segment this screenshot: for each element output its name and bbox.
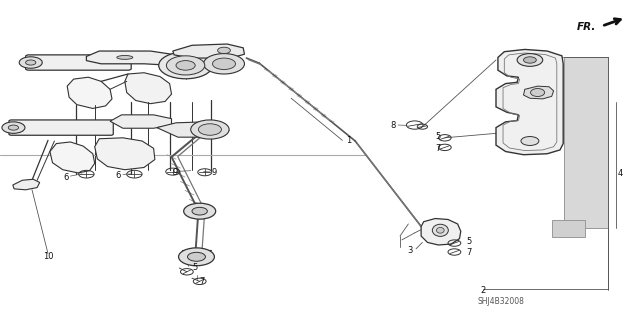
Circle shape [26,60,36,65]
Text: 5: 5 [192,263,197,272]
Circle shape [198,124,221,135]
Circle shape [524,57,536,63]
Circle shape [218,47,230,54]
Ellipse shape [531,89,545,97]
Circle shape [212,58,236,70]
Ellipse shape [436,227,444,233]
Circle shape [166,56,205,75]
Text: 5: 5 [435,132,440,141]
FancyBboxPatch shape [9,120,113,135]
Text: 6: 6 [115,171,120,180]
Text: 8: 8 [390,121,396,130]
Polygon shape [421,219,461,245]
Text: 2: 2 [481,286,486,295]
Circle shape [204,54,244,74]
Text: 10: 10 [43,252,53,261]
Circle shape [192,207,207,215]
Text: SHJ4B32008: SHJ4B32008 [477,297,524,306]
Ellipse shape [117,56,133,59]
Text: 9: 9 [173,168,178,177]
Polygon shape [110,115,172,128]
FancyBboxPatch shape [564,57,608,228]
Text: 1: 1 [346,137,351,145]
Text: 4: 4 [618,169,623,178]
Text: 5: 5 [466,237,471,246]
Polygon shape [524,86,554,99]
Circle shape [19,57,42,68]
Circle shape [2,122,25,133]
Circle shape [188,252,205,261]
Text: 7: 7 [200,277,205,286]
Circle shape [191,120,229,139]
Text: 7: 7 [435,144,440,153]
Polygon shape [125,73,172,104]
Polygon shape [86,51,189,65]
Ellipse shape [433,224,448,236]
Text: 9: 9 [211,168,216,177]
Polygon shape [157,122,223,137]
FancyBboxPatch shape [552,220,585,237]
Text: FR.: FR. [577,22,596,32]
Polygon shape [173,44,244,58]
Circle shape [521,137,539,145]
Text: 6: 6 [64,173,69,182]
Circle shape [179,248,214,266]
Text: 7: 7 [466,248,471,257]
Circle shape [517,54,543,66]
Text: 3: 3 [408,246,413,255]
Polygon shape [67,77,112,108]
Polygon shape [50,142,95,173]
Circle shape [8,125,19,130]
Circle shape [176,61,195,70]
Polygon shape [496,49,563,155]
Circle shape [159,52,212,79]
FancyBboxPatch shape [26,55,131,70]
Polygon shape [13,179,40,190]
Circle shape [184,203,216,219]
Polygon shape [95,138,155,170]
